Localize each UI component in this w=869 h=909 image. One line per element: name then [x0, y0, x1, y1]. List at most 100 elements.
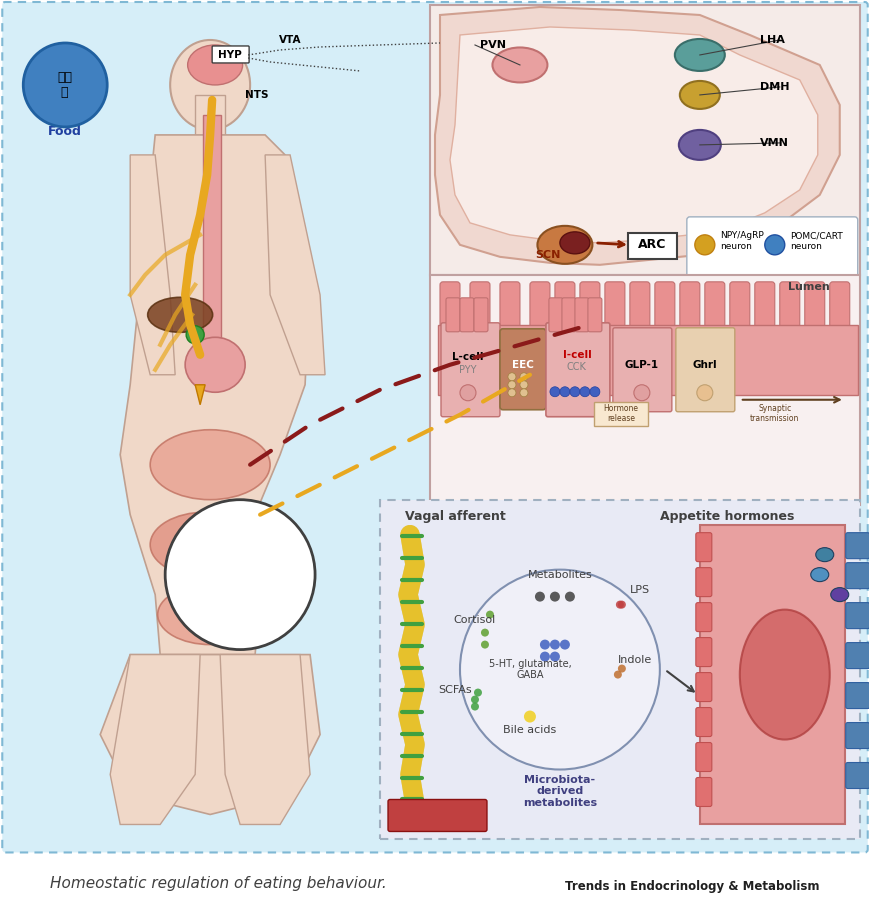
Polygon shape — [449, 27, 817, 243]
FancyBboxPatch shape — [440, 282, 460, 328]
Text: NTS: NTS — [245, 90, 269, 100]
FancyBboxPatch shape — [829, 282, 849, 328]
Circle shape — [486, 611, 494, 619]
FancyBboxPatch shape — [654, 282, 674, 328]
Ellipse shape — [679, 81, 719, 109]
Text: Cortisol: Cortisol — [454, 614, 495, 624]
Text: L-cell: L-cell — [452, 352, 483, 362]
Text: Homeostatic regulation of eating behaviour.: Homeostatic regulation of eating behavio… — [50, 876, 387, 892]
Circle shape — [520, 381, 527, 389]
Circle shape — [470, 695, 479, 704]
FancyBboxPatch shape — [845, 763, 869, 788]
Circle shape — [523, 711, 535, 723]
FancyBboxPatch shape — [695, 743, 711, 772]
Circle shape — [165, 500, 315, 650]
Circle shape — [23, 43, 107, 127]
FancyBboxPatch shape — [500, 282, 520, 328]
FancyBboxPatch shape — [580, 282, 600, 328]
FancyBboxPatch shape — [679, 282, 699, 328]
Ellipse shape — [170, 40, 249, 130]
FancyBboxPatch shape — [845, 723, 869, 748]
FancyBboxPatch shape — [845, 643, 869, 669]
Ellipse shape — [186, 565, 204, 581]
Ellipse shape — [537, 225, 592, 264]
Text: POMC/CART
neuron: POMC/CART neuron — [789, 231, 841, 251]
Text: Ghrl, CCK,
PYY, leptin: Ghrl, CCK, PYY, leptin — [407, 804, 466, 826]
FancyBboxPatch shape — [574, 298, 588, 332]
FancyBboxPatch shape — [469, 282, 489, 328]
Ellipse shape — [739, 610, 829, 740]
FancyBboxPatch shape — [627, 233, 676, 259]
Circle shape — [549, 386, 560, 396]
Ellipse shape — [492, 47, 547, 83]
FancyBboxPatch shape — [429, 5, 859, 275]
Circle shape — [460, 385, 475, 401]
Circle shape — [560, 386, 569, 396]
Circle shape — [617, 664, 625, 673]
FancyBboxPatch shape — [3, 2, 866, 853]
FancyBboxPatch shape — [548, 298, 562, 332]
FancyBboxPatch shape — [754, 282, 774, 328]
Text: Vagal afferent: Vagal afferent — [405, 510, 505, 524]
Text: LPS: LPS — [629, 584, 649, 594]
Text: Trends in Endocrinology & Metabolism: Trends in Endocrinology & Metabolism — [565, 881, 819, 894]
Ellipse shape — [157, 584, 262, 644]
FancyBboxPatch shape — [587, 298, 601, 332]
Text: GLP-1: GLP-1 — [624, 360, 658, 370]
Text: VMN: VMN — [759, 138, 788, 148]
Text: Lumen: Lumen — [787, 282, 829, 292]
Circle shape — [696, 385, 712, 401]
Bar — [699, 524, 844, 824]
Ellipse shape — [810, 567, 828, 582]
Polygon shape — [195, 385, 205, 405]
Ellipse shape — [560, 232, 589, 254]
Ellipse shape — [232, 584, 248, 603]
Ellipse shape — [178, 546, 195, 564]
FancyBboxPatch shape — [604, 282, 624, 328]
Ellipse shape — [678, 130, 720, 160]
Circle shape — [564, 592, 574, 602]
Ellipse shape — [830, 587, 848, 602]
Polygon shape — [434, 7, 839, 265]
FancyBboxPatch shape — [629, 282, 649, 328]
Ellipse shape — [186, 325, 204, 344]
Ellipse shape — [243, 561, 259, 580]
Text: PYY: PYY — [459, 365, 476, 375]
Text: Metabolites: Metabolites — [527, 570, 592, 580]
FancyBboxPatch shape — [845, 603, 869, 629]
Text: Hormone
release: Hormone release — [603, 404, 638, 424]
Circle shape — [589, 386, 600, 396]
Circle shape — [520, 373, 527, 381]
Text: LHA: LHA — [759, 35, 784, 45]
FancyBboxPatch shape — [212, 46, 249, 63]
FancyBboxPatch shape — [388, 800, 487, 832]
Text: ✦: ✦ — [697, 235, 711, 254]
FancyBboxPatch shape — [554, 282, 574, 328]
Circle shape — [549, 640, 560, 650]
Text: NPY/AgRP
neuron: NPY/AgRP neuron — [719, 231, 763, 251]
FancyBboxPatch shape — [500, 329, 546, 410]
Text: Synaptic
transmission: Synaptic transmission — [749, 404, 799, 424]
Ellipse shape — [195, 603, 210, 622]
Circle shape — [614, 671, 621, 679]
Ellipse shape — [150, 512, 260, 577]
FancyBboxPatch shape — [441, 323, 500, 416]
FancyBboxPatch shape — [546, 323, 609, 416]
FancyBboxPatch shape — [429, 275, 859, 504]
Text: Ghrl: Ghrl — [692, 360, 716, 370]
Text: CCK: CCK — [567, 362, 587, 372]
FancyBboxPatch shape — [695, 567, 711, 596]
FancyBboxPatch shape — [695, 673, 711, 702]
Circle shape — [764, 235, 784, 255]
Bar — [195, 95, 225, 135]
FancyBboxPatch shape — [594, 402, 647, 425]
Circle shape — [560, 640, 569, 650]
Text: Appetite hormones: Appetite hormones — [659, 510, 793, 524]
FancyBboxPatch shape — [675, 328, 734, 412]
Text: EEC: EEC — [512, 360, 534, 370]
Polygon shape — [110, 654, 200, 824]
Bar — [203, 115, 221, 355]
Polygon shape — [100, 654, 320, 814]
Polygon shape — [265, 155, 325, 375]
FancyBboxPatch shape — [695, 777, 711, 806]
